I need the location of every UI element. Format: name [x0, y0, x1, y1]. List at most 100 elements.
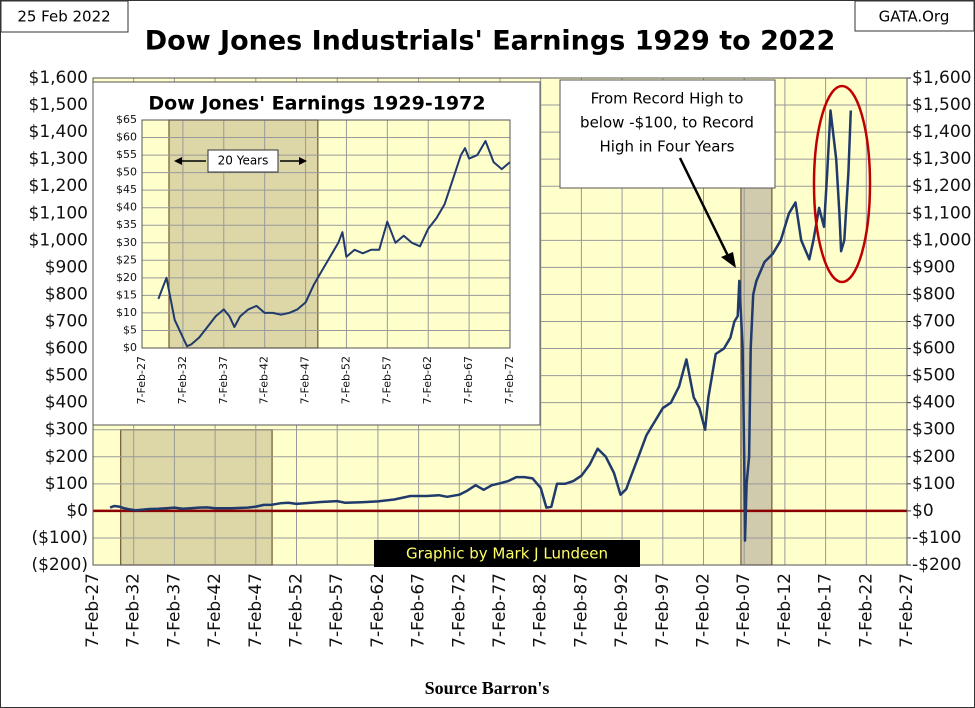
y2-tick-label: $1,000: [912, 230, 971, 250]
y-tick-label: $1,300: [29, 149, 88, 169]
y-tick-label: ($100): [31, 528, 88, 548]
y-tick-label: $800: [45, 284, 88, 304]
x-tick-label: 7-Feb-47: [246, 573, 266, 648]
chart-title: Dow Jones Industrials' Earnings 1929 to …: [145, 26, 836, 57]
y-tick-label: $500: [45, 366, 88, 386]
y2-tick-label: $400: [912, 393, 955, 413]
y2-tick-label: -$200: [912, 555, 961, 575]
x-tick-label: 7-Feb-92: [612, 573, 632, 648]
site-box: [854, 0, 975, 32]
y-tick-label: $60: [116, 131, 137, 144]
x-tick-label: 7-Feb-17: [816, 573, 836, 648]
y2-tick-label: $1,200: [912, 176, 971, 196]
y2-tick-label: $600: [912, 339, 955, 359]
y-tick-label: $1,500: [29, 95, 88, 115]
arrow-head: [174, 157, 182, 165]
x-tick-label: 7-Feb-42: [258, 356, 271, 404]
date: 25 Feb 2022: [17, 8, 110, 26]
y-tick-label: $5: [123, 323, 137, 336]
y-tick-label: $900: [45, 257, 88, 277]
y2-tick-label: $200: [912, 447, 955, 467]
x-tick-label: 7-Feb-52: [287, 573, 307, 648]
y-tick-label: $30: [116, 236, 137, 249]
annotation-line: High in Four Years: [600, 138, 735, 156]
x-tick-label: 7-Feb-37: [217, 356, 230, 404]
y-tick-label: $15: [116, 288, 137, 301]
y2-tick-label: $1,300: [912, 149, 971, 169]
x-tick-label: 7-Feb-12: [775, 573, 795, 648]
y-tick-label: $20: [116, 271, 137, 284]
x-tick-label: 7-Feb-27: [897, 573, 917, 648]
x-tick-label: 7-Feb-32: [124, 573, 144, 648]
x-tick-label: 7-Feb-52: [339, 356, 352, 404]
y-tick-label: $40: [116, 201, 137, 214]
y-tick-label: $10: [116, 306, 137, 319]
y-tick-label: $1,200: [29, 176, 88, 196]
y-tick-label: $25: [116, 253, 137, 266]
y-tick-label: $1,000: [29, 230, 88, 250]
y2-tick-label: $0: [912, 501, 934, 521]
x-tick-label: 7-Feb-67: [409, 573, 429, 648]
credit: Graphic by Mark J Lundeen: [406, 545, 608, 563]
x-tick-label: 7-Feb-22: [856, 573, 876, 648]
y-tick-label: $600: [45, 339, 88, 359]
y2-tick-label: -$100: [912, 528, 961, 548]
y2-tick-label: $100: [912, 474, 955, 494]
y-tick-label: $200: [45, 447, 88, 467]
y-tick-label: $1,100: [29, 203, 88, 223]
annotation-arrow: [678, 157, 732, 261]
y2-tick-label: $800: [912, 284, 955, 304]
y-tick-label: $700: [45, 312, 88, 332]
x-tick-label: 7-Feb-67: [462, 356, 475, 404]
x-tick-label: 7-Feb-27: [135, 356, 148, 404]
y2-tick-label: $1,100: [912, 203, 971, 223]
y-tick-label: $45: [116, 183, 137, 196]
annotation-line: below -$100, to Record: [580, 114, 754, 132]
x-tick-label: 7-Feb-37: [164, 573, 184, 648]
x-tick-label: 7-Feb-57: [327, 573, 347, 648]
x-tick-label: 7-Feb-62: [368, 573, 388, 648]
y-tick-label: $35: [116, 218, 137, 231]
y-tick-label: $1,400: [29, 122, 88, 142]
y-tick-label: $65: [116, 113, 137, 126]
y2-tick-label: $300: [912, 420, 955, 440]
x-tick-label: 7-Feb-62: [421, 356, 434, 404]
y-tick-label: $55: [116, 148, 137, 161]
x-tick-label: 7-Feb-47: [299, 356, 312, 404]
plot: $0 $5 $10 $15 $20 $25 $30 $35 $40 $45 $50 $55 $60 $65…: [116, 113, 516, 404]
highlight-region: [120, 429, 273, 566]
arrow-head: [299, 157, 307, 165]
x-tick-label: 7-Feb-57: [380, 356, 393, 404]
span-label: 20 Years: [218, 154, 269, 168]
y2-tick-label: $700: [912, 312, 955, 332]
y2-tick-label: $1,500: [912, 95, 971, 115]
y2-tick-label: $1,600: [912, 68, 971, 88]
span-label-box: [207, 149, 279, 173]
inset-title: Dow Jones' Earnings 1929-1972: [148, 93, 485, 115]
x-tick-label: 7-Feb-77: [490, 573, 510, 648]
x-tick-label: 7-Feb-72: [503, 356, 516, 404]
plot-border: [141, 119, 511, 349]
x-tick-label: 7-Feb-82: [531, 573, 551, 648]
x-tick-label: 7-Feb-97: [653, 573, 673, 648]
date-box: [0, 0, 129, 33]
x-tick-label: 7-Feb-02: [694, 573, 714, 648]
y-tick-label: $300: [45, 420, 88, 440]
x-tick-label: 7-Feb-72: [449, 573, 469, 648]
source: Source Barron's: [425, 678, 550, 698]
inset-chart: Dow Jones' Earnings 1929-1972 $0 $5 $10 $15…: [92, 81, 541, 426]
x-tick-label: 7-Feb-27: [83, 573, 103, 648]
y-tick-label: ($200): [31, 555, 88, 575]
site: GATA.Org: [879, 8, 950, 26]
x-tick-label: 7-Feb-87: [571, 573, 591, 648]
series-line: [109, 109, 853, 542]
annotation-line: From Record High to: [591, 90, 744, 108]
y-tick-label: $100: [45, 474, 88, 494]
y-tick-label: $50: [116, 166, 137, 179]
x-tick-label: 7-Feb-42: [205, 573, 225, 648]
y-tick-label: $0: [66, 501, 88, 521]
y2-tick-label: $900: [912, 257, 955, 277]
highlight-ellipse: [812, 84, 872, 284]
